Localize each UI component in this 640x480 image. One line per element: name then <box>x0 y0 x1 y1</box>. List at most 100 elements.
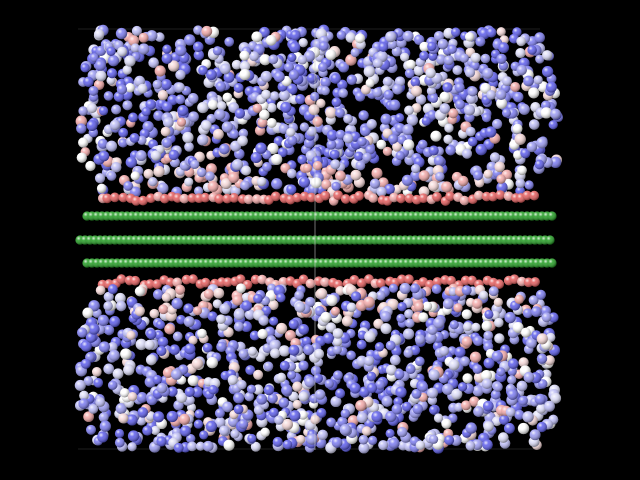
solvent-atom <box>115 429 124 438</box>
solvent-atom <box>531 306 542 317</box>
solvent-atom <box>460 356 470 366</box>
solvent-atom <box>482 68 493 79</box>
solvent-atom <box>542 50 552 60</box>
solvent-atom <box>549 120 558 129</box>
solvent-atom <box>444 435 454 445</box>
solvent-atom <box>138 407 149 418</box>
solvent-atom <box>81 63 90 72</box>
solvent-atom <box>427 388 438 399</box>
solvent-atom <box>381 323 392 334</box>
solvent-atom <box>190 160 199 169</box>
solvent-atom <box>396 314 405 323</box>
solvent-atom <box>184 177 193 186</box>
solvent-atom <box>331 307 340 316</box>
solvent-atom <box>458 176 469 187</box>
solvent-atom <box>434 413 443 422</box>
solvent-atom <box>378 440 388 450</box>
solvent-atom <box>262 162 272 172</box>
solvent-atom <box>100 421 111 432</box>
solvent-atom <box>162 101 172 111</box>
solvent-atom <box>279 345 290 356</box>
solvent-atom <box>208 100 218 110</box>
solvent-atom <box>203 441 214 452</box>
solvent-atom <box>443 135 452 144</box>
solvent-atom <box>515 134 526 145</box>
solvent-atom <box>174 443 184 453</box>
solvent-atom <box>274 415 283 424</box>
solvent-atom <box>333 345 342 354</box>
solvent-atom <box>490 152 500 162</box>
solvent-atom <box>496 90 506 100</box>
solvent-atom <box>355 400 366 411</box>
solvent-atom <box>199 430 208 439</box>
solvent-atom <box>130 133 140 143</box>
solvent-atom <box>85 161 95 171</box>
solvent-atom <box>183 303 193 313</box>
solvent-atom <box>213 288 224 299</box>
solvent-atom <box>523 76 534 87</box>
solvent-atom <box>370 178 380 188</box>
solvent-atom <box>175 45 186 56</box>
solvent-atom <box>88 86 98 96</box>
solvent-atom <box>523 308 533 318</box>
solvent-atom <box>179 414 190 425</box>
solvent-atom <box>346 351 356 361</box>
solvent-atom <box>153 166 164 177</box>
solvent-atom <box>108 284 118 294</box>
solvent-atom <box>351 48 360 57</box>
solvent-atom <box>240 180 250 190</box>
solvent-atom <box>237 380 247 390</box>
solvent-atom <box>411 86 422 97</box>
solvent-atom <box>466 441 476 451</box>
solvent-atom <box>550 109 561 120</box>
solvent-atom <box>362 153 371 162</box>
solvent-atom <box>232 159 243 170</box>
interface-atom <box>321 191 331 201</box>
solvent-atom <box>321 86 330 95</box>
solvent-atom <box>384 90 394 100</box>
solvent-atom <box>303 344 314 355</box>
solvent-atom <box>415 334 425 344</box>
solvent-atom <box>473 364 483 374</box>
solvent-atom <box>208 181 219 192</box>
solvent-atom <box>162 293 171 302</box>
solvent-atom <box>292 381 302 391</box>
solvent-atom <box>389 99 400 110</box>
solvent-atom <box>396 151 405 160</box>
solvent-atom <box>163 117 174 128</box>
solvent-atom <box>455 83 465 93</box>
solvent-atom <box>482 321 492 331</box>
solvent-atom <box>267 103 277 113</box>
solvent-atom <box>97 432 108 443</box>
solvent-atom <box>315 389 326 400</box>
solvent-atom <box>142 426 152 436</box>
solvent-atom <box>335 108 345 118</box>
solvent-atom <box>155 65 166 76</box>
interface-atom <box>396 194 406 204</box>
solvent-atom <box>492 351 503 362</box>
solvent-atom <box>276 293 285 302</box>
solvent-atom <box>448 45 457 54</box>
solvent-atom <box>233 392 244 403</box>
solvent-atom <box>273 437 283 447</box>
solvent-atom <box>270 348 280 358</box>
solvent-atom <box>294 290 304 300</box>
solvent-atom <box>318 62 328 72</box>
solvent-atom <box>343 133 353 143</box>
solvent-atom <box>78 106 87 115</box>
solvent-atom <box>253 370 263 380</box>
solvent-atom <box>108 55 119 66</box>
solvent-atom <box>215 408 225 418</box>
solvent-atom <box>92 367 102 377</box>
solvent-atom <box>429 145 439 155</box>
solvent-atom <box>288 345 299 356</box>
solvent-atom <box>337 30 346 39</box>
solvent-atom <box>279 90 290 101</box>
solvent-atom <box>77 152 87 162</box>
solvent-atom <box>392 84 403 95</box>
solvent-atom <box>498 42 509 53</box>
solvent-atom <box>326 295 337 306</box>
solvent-atom <box>430 131 441 142</box>
solvent-atom <box>289 70 299 80</box>
